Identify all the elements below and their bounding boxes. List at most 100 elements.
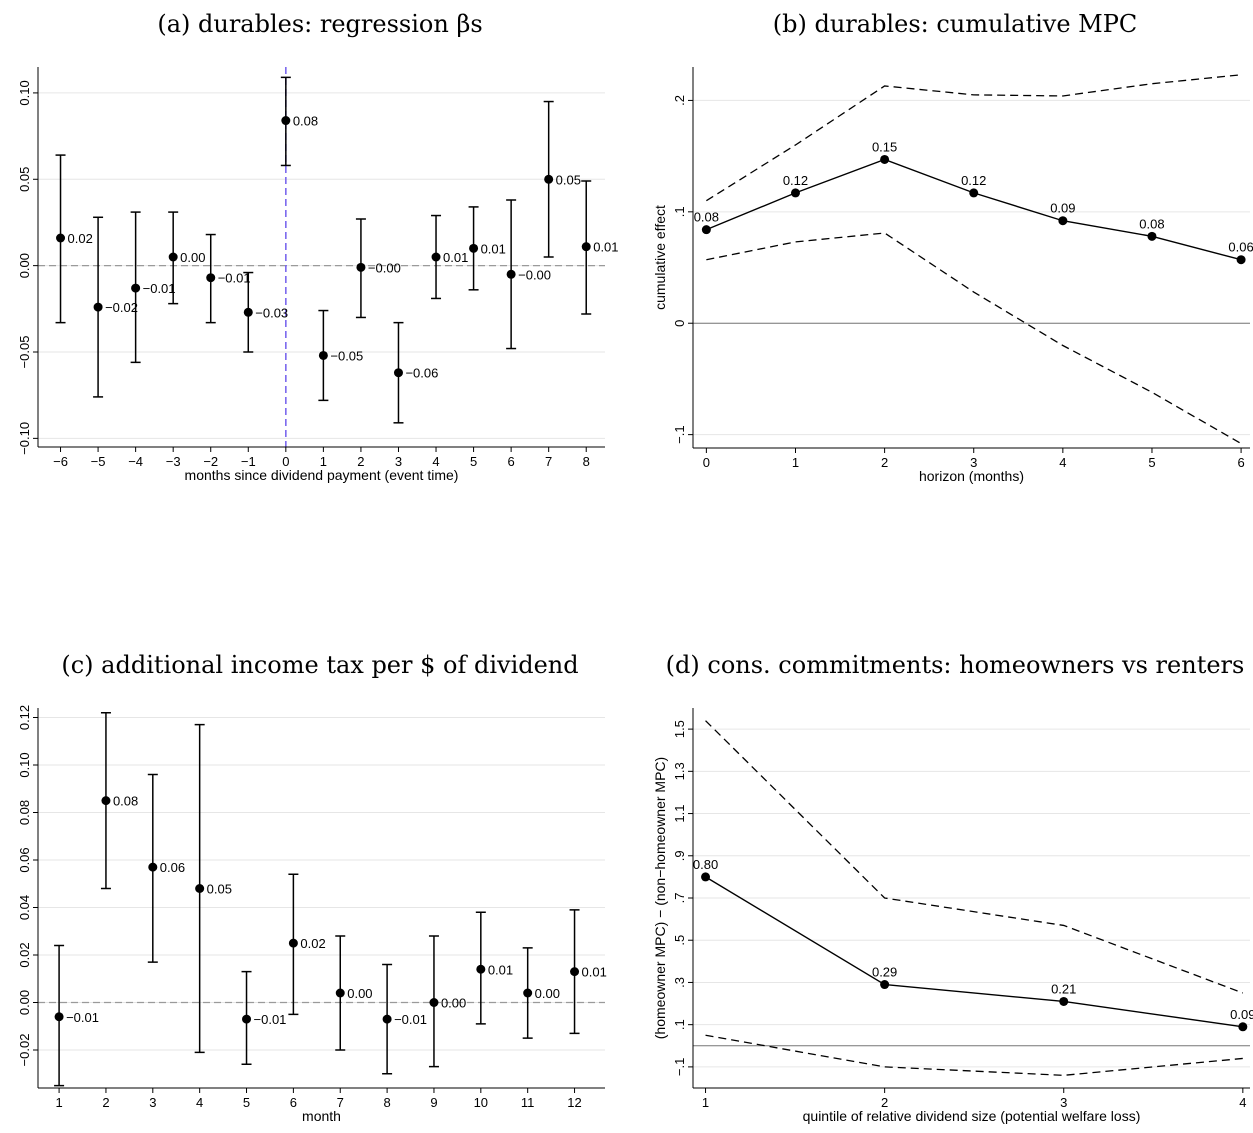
x-axis-title: quintile of relative dividend size (pote… [803, 1108, 1141, 1124]
x-tick-label: 0 [282, 454, 289, 469]
chart-d: −.1 .1 .3 .5 .7 .9 1.1 1.3 1.5 1 2 3 4 quintile of re… [652, 708, 1253, 1124]
data-label: −0.01 [66, 1010, 99, 1025]
y-tick-label: −.1 [672, 1058, 687, 1076]
data-label: −0.01 [394, 1012, 427, 1027]
data-label: 0.29 [872, 965, 897, 980]
data-label: 0.08 [694, 210, 719, 225]
chart-d-title: (d) cons. commitments: homeowners vs ren… [665, 651, 1245, 679]
ci-lower-line [706, 232, 1242, 445]
y-tick-label: 0 [672, 320, 687, 327]
point-estimate [195, 884, 205, 893]
data-label: 0.05 [556, 172, 581, 187]
y-tick-label: 0.06 [17, 847, 32, 872]
data-label: 0.09 [1230, 1007, 1253, 1022]
y-tick-label: 0.04 [17, 895, 32, 920]
data-label: 0.00 [441, 996, 466, 1011]
y-tick-label: −0.02 [17, 1034, 32, 1067]
point-estimate [429, 998, 439, 1007]
y-tick-label: .1 [672, 206, 687, 217]
data-label: 0.00 [535, 986, 560, 1001]
x-tick-label: 1 [55, 1095, 62, 1110]
chart-c: −0.020.000.020.040.060.080.100.121 2 3 4 5 6 7… [17, 705, 607, 1124]
data-label: 0.12 [961, 173, 986, 188]
point-estimate [318, 350, 328, 360]
x-tick-label: 3 [1060, 1095, 1067, 1110]
data-label: 0.01 [443, 250, 468, 265]
data-label: 0.15 [872, 139, 897, 154]
point-estimate [431, 252, 441, 262]
x-tick-label: 4 [432, 454, 439, 469]
data-label: 0.01 [488, 962, 513, 977]
point-estimate [148, 862, 158, 872]
x-tick-label: 1 [792, 455, 799, 470]
data-label: −0.03 [255, 305, 288, 320]
point-estimate [506, 269, 516, 279]
data-label: −0.01 [218, 271, 251, 286]
data-label: 0.21 [1051, 981, 1076, 996]
point-estimate [469, 243, 479, 253]
chart-c-title: (c) additional income tax per $ of divid… [61, 651, 579, 679]
x-tick-label: 2 [881, 1095, 888, 1110]
point-estimate [476, 964, 486, 974]
x-tick-label: −3 [166, 454, 181, 469]
data-label: 0.01 [582, 965, 607, 980]
data-label: 0.08 [293, 114, 318, 129]
y-axis-title: cumulative effect [652, 205, 668, 310]
point-estimate [701, 225, 711, 235]
point-estimate [880, 154, 890, 164]
x-tick-label: 12 [567, 1095, 581, 1110]
x-tick-label: 2 [102, 1095, 109, 1110]
y-tick-label: .1 [672, 1019, 687, 1030]
ci-upper-line [705, 720, 1244, 994]
x-tick-label: 8 [383, 1095, 390, 1110]
point-estimate [131, 283, 141, 293]
point-estimate [54, 1012, 64, 1022]
data-label: 0.80 [693, 857, 718, 872]
data-label: 0.06 [160, 860, 185, 875]
data-label: 0.08 [1139, 216, 1164, 231]
y-tick-label: 0.00 [17, 253, 32, 278]
point-estimate [335, 988, 345, 998]
point-estimate [1147, 231, 1157, 241]
x-tick-label: −2 [203, 454, 218, 469]
x-axis-title: horizon (months) [919, 468, 1024, 484]
data-label: −0.00 [368, 260, 401, 275]
x-tick-label: 3 [395, 454, 402, 469]
data-label: 0.00 [347, 986, 372, 1001]
point-estimate [523, 988, 533, 998]
estimate-line [705, 876, 1243, 1028]
data-label: 0.05 [207, 882, 232, 897]
point-estimate [56, 233, 66, 243]
x-axis-title: months since dividend payment (event tim… [185, 467, 459, 483]
data-label: −0.01 [254, 1012, 287, 1027]
x-axis-title: month [302, 1108, 341, 1124]
x-tick-label: 3 [149, 1095, 156, 1110]
y-tick-label: 0.10 [17, 752, 32, 777]
point-estimate [701, 872, 711, 882]
x-tick-label: 1 [702, 1095, 709, 1110]
x-tick-label: 9 [430, 1095, 437, 1110]
point-estimate [581, 242, 591, 252]
y-tick-label: 0.05 [17, 167, 32, 192]
y-tick-label: .9 [672, 850, 687, 861]
y-tick-label: 1.1 [672, 805, 687, 823]
x-tick-label: 10 [474, 1095, 488, 1110]
x-tick-label: 4 [1059, 455, 1066, 470]
point-estimate [382, 1014, 392, 1024]
data-label: 0.02 [300, 936, 325, 951]
point-estimate [101, 796, 111, 806]
x-tick-label: 2 [881, 455, 888, 470]
point-estimate [1059, 996, 1069, 1006]
x-tick-label: −4 [128, 454, 143, 469]
point-estimate [281, 116, 291, 126]
point-estimate [168, 252, 178, 262]
x-tick-label: −6 [53, 454, 68, 469]
x-tick-label: −1 [241, 454, 256, 469]
data-label: −0.05 [330, 348, 363, 363]
point-estimate [206, 273, 216, 283]
chart-a: −0.10 −0.05 0.00 0.05 0.10 −6 −5 −4 −3 −2 −1 0 1 2 3 4 5… [17, 67, 619, 483]
data-label: −0.02 [105, 300, 138, 315]
x-tick-label: 11 [521, 1095, 535, 1110]
data-label: −0.06 [405, 366, 438, 381]
x-tick-label: 1 [320, 454, 327, 469]
